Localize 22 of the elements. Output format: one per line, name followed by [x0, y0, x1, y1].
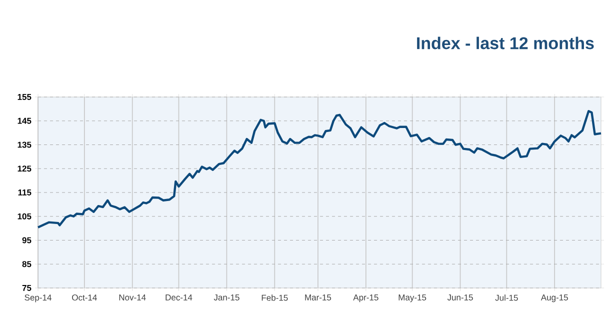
x-tick-label: Aug-15: [540, 294, 568, 302]
y-tick-label: 155: [18, 94, 32, 100]
y-tick-label: 125: [18, 166, 32, 172]
y-tick-label: 135: [18, 142, 32, 148]
y-tick-label: 145: [18, 118, 32, 124]
x-tick-label: Jun-15: [447, 294, 473, 300]
y-tick-label: 75: [22, 285, 32, 291]
x-tick-label: Jan-15: [214, 294, 240, 300]
x-tick-label: Feb-15: [262, 294, 288, 301]
x-tick-label: May-15: [398, 294, 426, 302]
x-tick-label: Nov-14: [119, 294, 146, 300]
chart-title: Index - last 12 months: [417, 36, 594, 50]
x-tick-label: Sep-14: [24, 294, 52, 302]
y-tick-label: 105: [18, 213, 32, 220]
y-tick-label: 85: [22, 261, 32, 268]
y-tick-label: 95: [22, 237, 32, 244]
x-tick-label: Mar-15: [305, 294, 332, 300]
x-tick-label: Apr-15: [353, 294, 378, 302]
y-tick-label: 115: [18, 190, 32, 196]
x-tick-label: Oct-14: [72, 294, 97, 301]
x-tick-label: Dec-14: [166, 294, 192, 300]
x-tick-label: Jul-15: [495, 294, 518, 301]
